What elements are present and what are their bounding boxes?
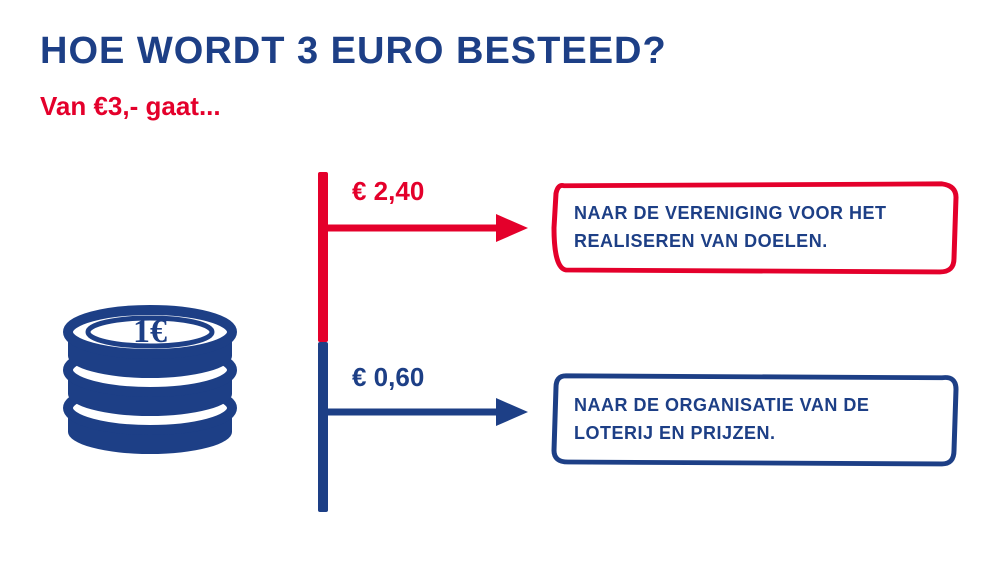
arrow-charity: [328, 208, 528, 248]
split-bar-red: [318, 172, 328, 342]
arrow-organisation: [328, 392, 528, 432]
box-organisation-text: NAAR DE ORGANISATIE VAN DE LOTERIJ EN PR…: [574, 395, 869, 443]
coin-label: 1€: [133, 313, 167, 350]
split-bar-blue: [318, 342, 328, 512]
page-title: HOE WORDT 3 EURO BESTEED?: [40, 30, 943, 73]
coins-icon: 1€: [50, 262, 250, 467]
breakdown-diagram: 1€ € 2,40 NAAR DE VERENIGING VOOR HET RE…: [40, 172, 943, 532]
box-charity: NAAR DE VERENIGING VOOR HET REALISEREN V…: [550, 180, 960, 276]
page-subtitle: Van €3,- gaat...: [40, 91, 943, 122]
box-charity-text: NAAR DE VERENIGING VOOR HET REALISEREN V…: [574, 203, 887, 251]
amount-charity: € 2,40: [352, 176, 424, 207]
box-organisation: NAAR DE ORGANISATIE VAN DE LOTERIJ EN PR…: [550, 372, 960, 468]
split-bar: [318, 172, 328, 512]
amount-organisation: € 0,60: [352, 362, 424, 393]
